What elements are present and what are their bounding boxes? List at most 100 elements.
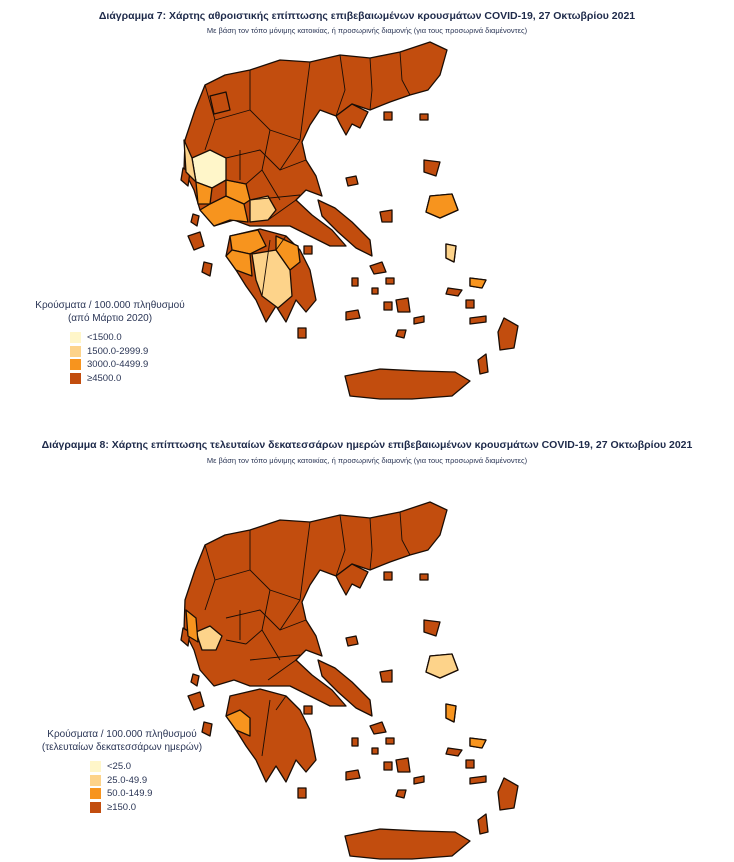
region-border bbox=[245, 169, 263, 185]
legend-swatch bbox=[90, 761, 101, 773]
region-samothraki bbox=[419, 113, 429, 121]
region-border bbox=[225, 179, 247, 185]
region-border bbox=[399, 51, 411, 96]
legend-subtitle: (από Μάρτιο 2020) bbox=[67, 313, 153, 324]
region-ilia8 bbox=[225, 709, 251, 737]
region-kefalonia bbox=[187, 231, 205, 251]
region-border bbox=[267, 659, 297, 681]
region-border bbox=[261, 239, 271, 297]
region-kos bbox=[469, 775, 487, 785]
legend-item: <25.0 bbox=[90, 760, 232, 774]
region-andros bbox=[369, 721, 387, 735]
region-lefkada bbox=[190, 213, 200, 227]
region-fthiotida bbox=[249, 195, 277, 223]
region-border bbox=[245, 629, 263, 645]
region-crete bbox=[344, 828, 471, 860]
region-border bbox=[335, 54, 346, 117]
figure7-title: Διάγραμμα 7: Χάρτης αθροιστικής επίπτωση… bbox=[98, 10, 636, 22]
region-samothraki bbox=[419, 573, 429, 581]
region-chalkidiki bbox=[335, 103, 369, 136]
region-border bbox=[369, 57, 373, 111]
region-evia bbox=[317, 659, 373, 717]
figure7-subtitle: Με βάση τον τόπο μόνιμης κατοικίας, ή πρ… bbox=[206, 26, 528, 35]
region-milos bbox=[345, 309, 361, 321]
region-zakynthos bbox=[201, 721, 213, 737]
region-border bbox=[261, 699, 271, 757]
legend-swatch bbox=[70, 359, 81, 371]
region-paros bbox=[383, 301, 393, 311]
region-skyros bbox=[379, 209, 393, 223]
legend-label: 50.0-149.9 bbox=[107, 788, 153, 800]
region-kea bbox=[351, 277, 359, 287]
region-naxos bbox=[395, 297, 411, 313]
figure8-title: Διάγραμμα 8: Χάρτης επίπτωσης τελευταίων… bbox=[41, 439, 693, 451]
region-border bbox=[275, 695, 287, 711]
legend-label: ≥4500.0 bbox=[87, 372, 122, 384]
region-kefalonia bbox=[187, 691, 205, 711]
region-crete bbox=[344, 368, 471, 400]
region-border bbox=[267, 199, 297, 221]
region-chios7 bbox=[445, 243, 457, 263]
legend-swatch bbox=[70, 332, 81, 344]
region-kythira bbox=[297, 787, 307, 799]
region-kalymnos bbox=[465, 759, 475, 769]
region-amorgos bbox=[413, 315, 425, 325]
region-salamina_aegina bbox=[303, 245, 313, 255]
region-paros bbox=[383, 761, 393, 771]
region-kalymnos bbox=[465, 299, 475, 309]
legend-label: 25.0-49.9 bbox=[107, 774, 148, 786]
region-salamina_aegina bbox=[303, 705, 313, 715]
region-border bbox=[279, 139, 301, 171]
legend-item: ≥150.0 bbox=[90, 801, 232, 815]
region-rhodes bbox=[497, 317, 519, 351]
region-border bbox=[249, 194, 301, 201]
figure8-legend: Κρούσματα / 100.000 πληθυσμού (τελευταίω… bbox=[12, 728, 232, 814]
legend-subtitle: (τελευταίων δεκατεσσάρων ημερών) bbox=[41, 742, 203, 753]
region-ikaria bbox=[445, 287, 463, 297]
legend-item: 50.0-149.9 bbox=[90, 787, 232, 801]
legend-title: Κρούσματα / 100.000 πληθυσμού bbox=[47, 729, 197, 740]
region-border bbox=[261, 589, 281, 661]
region-ilia bbox=[225, 249, 253, 277]
legend-label: 1500.0-2999.9 bbox=[87, 345, 149, 357]
legend-swatch bbox=[90, 788, 101, 800]
legend-swatch bbox=[70, 345, 81, 357]
region-sporades bbox=[345, 635, 359, 647]
region-samos8 bbox=[469, 737, 487, 749]
figure7-legend: Κρούσματα / 100.000 πληθυσμού (από Μάρτι… bbox=[20, 299, 200, 385]
region-tinos bbox=[385, 277, 395, 285]
region-lemnos bbox=[423, 159, 441, 177]
region-border bbox=[214, 569, 251, 581]
region-santorini bbox=[395, 789, 407, 799]
region-kythira bbox=[297, 327, 307, 339]
region-lesvos8 bbox=[425, 653, 459, 679]
region-milos bbox=[345, 769, 361, 781]
figure8-subtitle: Με βάση τον τόπο μόνιμης κατοικίας, ή πρ… bbox=[206, 456, 528, 465]
region-border bbox=[249, 530, 301, 601]
legend-item: 25.0-49.9 bbox=[90, 774, 232, 788]
region-syros bbox=[371, 287, 379, 295]
region-skyros bbox=[379, 669, 393, 683]
region-lesvos7 bbox=[425, 193, 459, 219]
region-chalkidiki bbox=[335, 563, 369, 596]
region-preveza8 bbox=[185, 609, 199, 643]
region-sporades bbox=[345, 175, 359, 187]
legend-swatch bbox=[90, 801, 101, 813]
legend-item: 3000.0-4499.9 bbox=[70, 358, 200, 372]
region-mainland bbox=[183, 501, 448, 707]
region-border bbox=[225, 609, 307, 631]
region-karpathos bbox=[477, 813, 489, 835]
region-evia bbox=[317, 199, 373, 257]
region-rhodes bbox=[497, 777, 519, 811]
legend-label: <1500.0 bbox=[87, 332, 122, 344]
region-tinos bbox=[385, 737, 395, 745]
region-border bbox=[225, 149, 307, 171]
region-border bbox=[275, 235, 287, 251]
legend-swatch bbox=[70, 372, 81, 384]
legend-label: ≥150.0 bbox=[107, 801, 136, 813]
region-zakynthos bbox=[201, 261, 213, 277]
region-santorini bbox=[395, 329, 407, 339]
region-achaia bbox=[229, 229, 267, 255]
region-border bbox=[369, 517, 373, 571]
region-ikaria bbox=[445, 747, 463, 757]
